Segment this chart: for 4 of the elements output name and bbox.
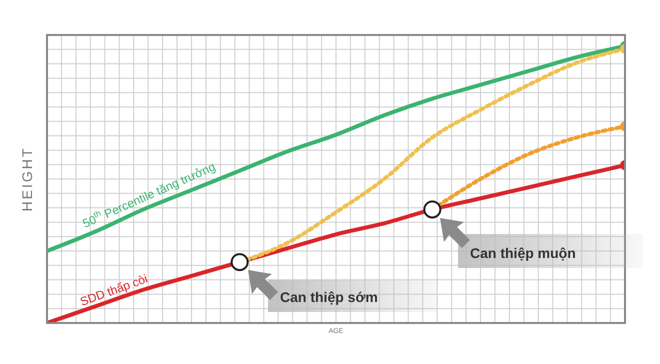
annotation: Can thiệp muộn <box>470 245 576 261</box>
annotation: Can thiệp sớm <box>280 289 378 305</box>
text: SDD thấp còi <box>78 271 150 309</box>
y-axis-title: HEIGHT <box>19 146 35 212</box>
